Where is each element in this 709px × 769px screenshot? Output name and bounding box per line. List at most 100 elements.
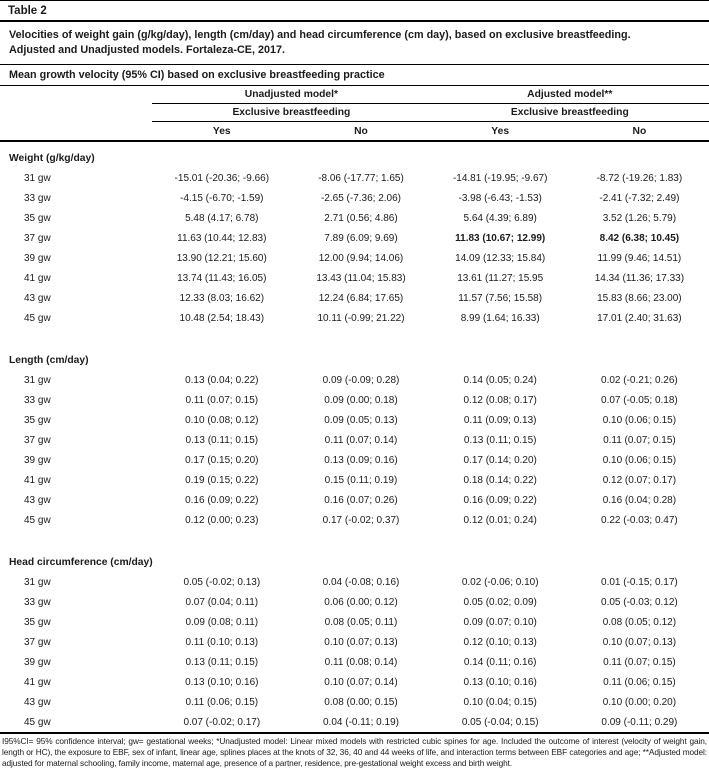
- table-row: 33 gw 0.07 (0.04; 0.11) 0.06 (0.00; 0.12) 0…: [0, 592, 709, 612]
- value-cell: 11.63 (10.44; 12.83): [177, 232, 267, 244]
- value-cell: 0.10 (0.07; 0.13): [602, 636, 677, 648]
- value-cell: 0.11 (0.06; 0.15): [603, 676, 676, 688]
- value-cell: 0.10 (0.04; 0.15): [463, 696, 537, 708]
- row-label: 33 gw: [24, 394, 51, 406]
- row-label: 37 gw: [24, 636, 51, 648]
- row-label: 31 gw: [24, 576, 51, 588]
- table-row: 39 gw 0.13 (0.11; 0.15) 0.11 (0.08; 0.14) 0…: [0, 652, 709, 672]
- empty-corner-cell: [0, 86, 152, 104]
- value-cell: 0.12 (0.07; 0.17): [602, 474, 677, 486]
- table-row: 41 gw 13.74 (11.43; 16.05) 13.43 (11.04; 1…: [0, 268, 709, 288]
- value-cell: 12.00 (9.94; 14.06): [318, 252, 404, 264]
- table-row: 33 gw 0.11 (0.07; 0.15) 0.09 (0.00; 0.18) 0…: [0, 390, 709, 410]
- table-row: 41 gw 0.19 (0.15; 0.22) 0.15 (0.11; 0.19) 0…: [0, 470, 709, 490]
- value-cell: 0.09 (0.07; 0.10): [463, 616, 537, 628]
- value-cell: 0.13 (0.11; 0.15): [185, 434, 259, 446]
- value-cell: 14.34 (11.36; 17.33): [594, 272, 685, 284]
- value-cell: 5.64 (4.39; 6.89): [463, 212, 537, 224]
- col-header-no: No: [569, 121, 709, 142]
- table-row: 31 gw 0.13 (0.04; 0.22) 0.09 (-0.09; 0.28)…: [0, 370, 709, 390]
- row-label: 45 gw: [24, 716, 51, 728]
- value-cell: 0.10 (0.06; 0.15): [602, 454, 677, 466]
- value-cell: 0.02 (-0.21; 0.26): [601, 374, 678, 386]
- table-number-label: Table 2: [0, 1, 709, 22]
- value-cell: 0.09 (-0.11; 0.29): [601, 716, 678, 728]
- value-cell: 0.11 (0.07; 0.15): [603, 434, 676, 446]
- col-header-no: No: [291, 121, 431, 142]
- table-body: Weight (g/kg/day) 31 gw -15.01 (-20.36; -9…: [0, 141, 709, 732]
- value-cell: 0.22 (-0.03; 0.47): [601, 514, 678, 526]
- value-cell: 0.10 (0.07; 0.14): [324, 676, 398, 688]
- row-label: 31 gw: [24, 374, 51, 386]
- row-label: 43 gw: [24, 292, 51, 304]
- value-cell: 0.07 (-0.05; 0.18): [601, 394, 678, 406]
- value-cell: 0.05 (0.02; 0.09): [463, 596, 537, 608]
- section-title: Head circumference (cm/day): [9, 557, 153, 568]
- table-row: 37 gw 0.11 (0.10; 0.13) 0.10 (0.07; 0.13) 0…: [0, 632, 709, 652]
- value-cell: 0.10 (0.08; 0.12): [185, 414, 259, 426]
- table-header: Unadjusted model* Adjusted model** Exclu…: [0, 86, 709, 142]
- table-caption: Velocities of weight gain (g/kg/day), le…: [0, 22, 709, 65]
- value-cell: 0.06 (0.00; 0.12): [324, 596, 398, 608]
- row-label: 37 gw: [24, 434, 51, 446]
- value-cell: 0.07 (-0.02; 0.17): [183, 716, 261, 728]
- value-cell: 17.01 (2.40; 31.63): [597, 312, 682, 324]
- value-cell: 11.83 (10.67; 12.99): [455, 232, 546, 244]
- row-label: 39 gw: [24, 656, 51, 668]
- row-label: 37 gw: [24, 232, 51, 244]
- section-header-row: Weight (g/kg/day): [0, 141, 709, 168]
- value-cell: 0.09 (-0.09; 0.28): [322, 374, 400, 386]
- value-cell: 5.48 (4.17; 6.78): [185, 212, 259, 224]
- table-row: 43 gw 12.33 (8.03; 16.62) 12.24 (6.84; 17.…: [0, 288, 709, 308]
- row-label: 35 gw: [24, 616, 51, 628]
- table-footnote: I95%CI= 95% confidence interval; gw= ges…: [2, 736, 707, 768]
- value-cell: 0.12 (0.01; 0.24): [463, 514, 537, 526]
- table-row: 35 gw 5.48 (4.17; 6.78) 2.71 (0.56; 4.86) 5…: [0, 208, 709, 228]
- value-cell: 0.04 (-0.08; 0.16): [322, 576, 400, 588]
- value-cell: -8.06 (-17.77; 1.65): [318, 172, 404, 184]
- value-cell: 0.17 (-0.02; 0.37): [322, 514, 400, 526]
- table-subtitle: Mean growth velocity (95% CI) based on e…: [0, 65, 709, 86]
- value-cell: 10.48 (2.54; 18.43): [179, 312, 265, 324]
- value-cell: 0.07 (0.04; 0.11): [185, 596, 259, 608]
- row-label: 41 gw: [24, 676, 51, 688]
- subgroup-header-row: Exclusive breastfeeding Exclusive breast…: [0, 103, 709, 122]
- value-cell: -3.98 (-6.43; -1.53): [458, 192, 542, 204]
- value-cell: 11.57 (7.56; 15.58): [458, 292, 543, 304]
- table-row: 37 gw 11.63 (10.44; 12.83) 7.89 (6.09; 9.6…: [0, 228, 709, 248]
- value-cell: 10.11 (-0.99; 21.22): [317, 312, 405, 324]
- row-label: 31 gw: [24, 172, 51, 184]
- table-row: 43 gw 0.11 (0.06; 0.15) 0.08 (0.00; 0.15) 0…: [0, 692, 709, 712]
- value-cell: 0.16 (0.09; 0.22): [463, 494, 537, 506]
- row-label: 33 gw: [24, 192, 51, 204]
- value-cell: 0.11 (0.09; 0.13): [463, 414, 537, 426]
- value-cell: 0.12 (0.08; 0.17): [463, 394, 537, 406]
- row-label: 35 gw: [24, 212, 51, 224]
- value-cell: 0.11 (0.08; 0.14): [324, 656, 398, 668]
- value-cell: -15.01 (-20.36; -9.66): [174, 172, 270, 184]
- section-title: Weight (g/kg/day): [9, 153, 95, 164]
- value-cell: 12.24 (6.84; 17.65): [318, 292, 404, 304]
- section-header-row: Length (cm/day): [0, 328, 709, 370]
- row-label: 41 gw: [24, 474, 51, 486]
- row-label: 41 gw: [24, 272, 51, 284]
- value-cell: 0.13 (0.11; 0.15): [185, 656, 259, 668]
- value-cell: 0.09 (0.00; 0.18): [324, 394, 398, 406]
- value-cell: 0.09 (0.05; 0.13): [324, 414, 398, 426]
- value-cell: -8.72 (-19.26; 1.83): [596, 172, 683, 184]
- table-row: 43 gw 0.16 (0.09; 0.22) 0.16 (0.07; 0.26) 0…: [0, 490, 709, 510]
- value-cell: 0.11 (0.07; 0.15): [185, 394, 259, 406]
- value-cell: 0.08 (0.00; 0.15): [324, 696, 398, 708]
- value-cell: -4.15 (-6.70; -1.59): [180, 192, 264, 204]
- row-label: 35 gw: [24, 414, 51, 426]
- section-header-row: Head circumference (cm/day): [0, 530, 709, 572]
- row-label: 39 gw: [24, 252, 51, 264]
- adjusted-model-header: Adjusted model**: [430, 86, 709, 104]
- table-row: 39 gw 0.17 (0.15; 0.20) 0.13 (0.09; 0.16) 0…: [0, 450, 709, 470]
- value-cell: 13.61 (11.27; 15.95: [457, 272, 544, 284]
- table-row: 41 gw 0.13 (0.10; 0.16) 0.10 (0.07; 0.14) 0…: [0, 672, 709, 692]
- value-cell: 0.13 (0.04; 0.22): [185, 374, 259, 386]
- yes-no-header-row: Yes No Yes No: [0, 121, 709, 142]
- value-cell: 0.18 (0.14; 0.22): [463, 474, 537, 486]
